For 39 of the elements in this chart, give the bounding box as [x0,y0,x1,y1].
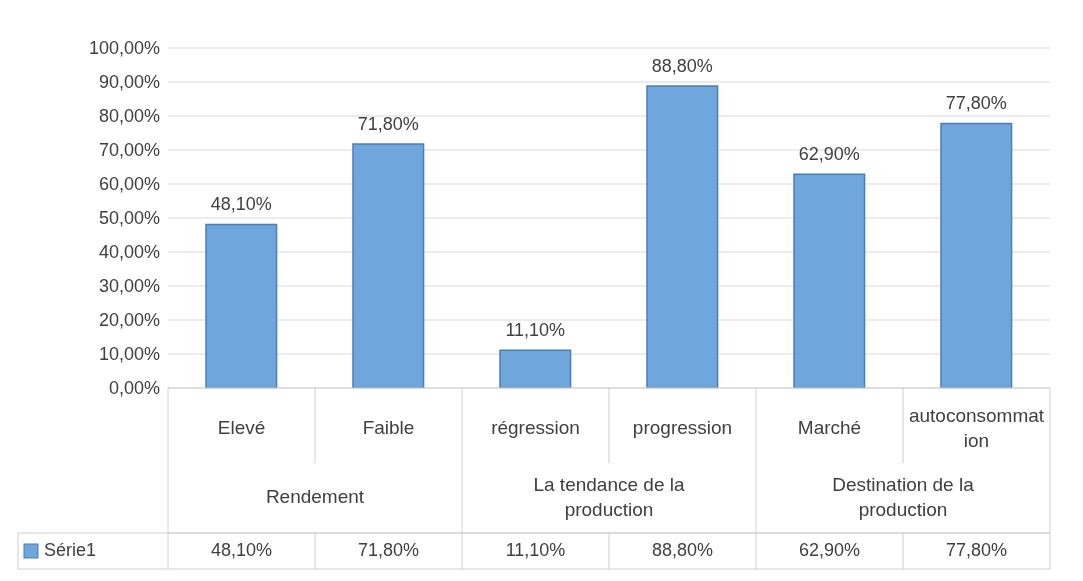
x-tick-label: Marché [797,416,862,438]
y-tick-label: 40,00% [98,242,160,263]
legend-label: Série1 [44,539,97,560]
text: 71,80% [357,113,419,134]
y-tick-label: 70,00% [98,140,160,161]
data-label: 71,80% [357,539,420,560]
y-tick-label: 50,00% [98,208,160,229]
y-tick-label: 10,00% [98,344,160,365]
text: 77,80% [945,93,1007,114]
text: Rendement [265,486,365,508]
data-label: 62,90% [798,539,861,560]
bar [352,143,425,388]
y-tick-label: 0,00% [108,378,160,399]
bar [793,173,866,388]
x-tick-label: progression [632,416,733,438]
bar [940,122,1013,388]
text: Destination de la production [832,473,975,520]
bar [499,349,572,388]
data-label: 77,80% [945,539,1008,560]
y-tick-label: 60,00% [98,174,160,195]
x-tick-label: régression [491,416,580,438]
y-tick-label: 30,00% [98,276,160,297]
text: La tendance de la production [533,473,685,520]
data-label: 88,80% [651,539,714,560]
text: 88,80% [651,56,713,77]
x-tick-label: Elevé [217,416,266,438]
data-label: 48,10% [210,539,273,560]
x-tick-label: autoconsommation [908,404,1045,451]
bar [646,85,719,388]
x-tick-label: Faible [362,416,415,438]
y-tick-label: 100,00% [88,38,160,59]
text: 11,10% [505,320,566,341]
y-tick-label: 20,00% [98,310,160,331]
text: 48,10% [210,194,272,215]
data-label: 11,10% [505,539,566,560]
y-tick-label: 80,00% [98,106,160,127]
y-tick-label: 90,00% [98,72,160,93]
text: 62,90% [798,144,860,165]
bar [205,223,278,388]
